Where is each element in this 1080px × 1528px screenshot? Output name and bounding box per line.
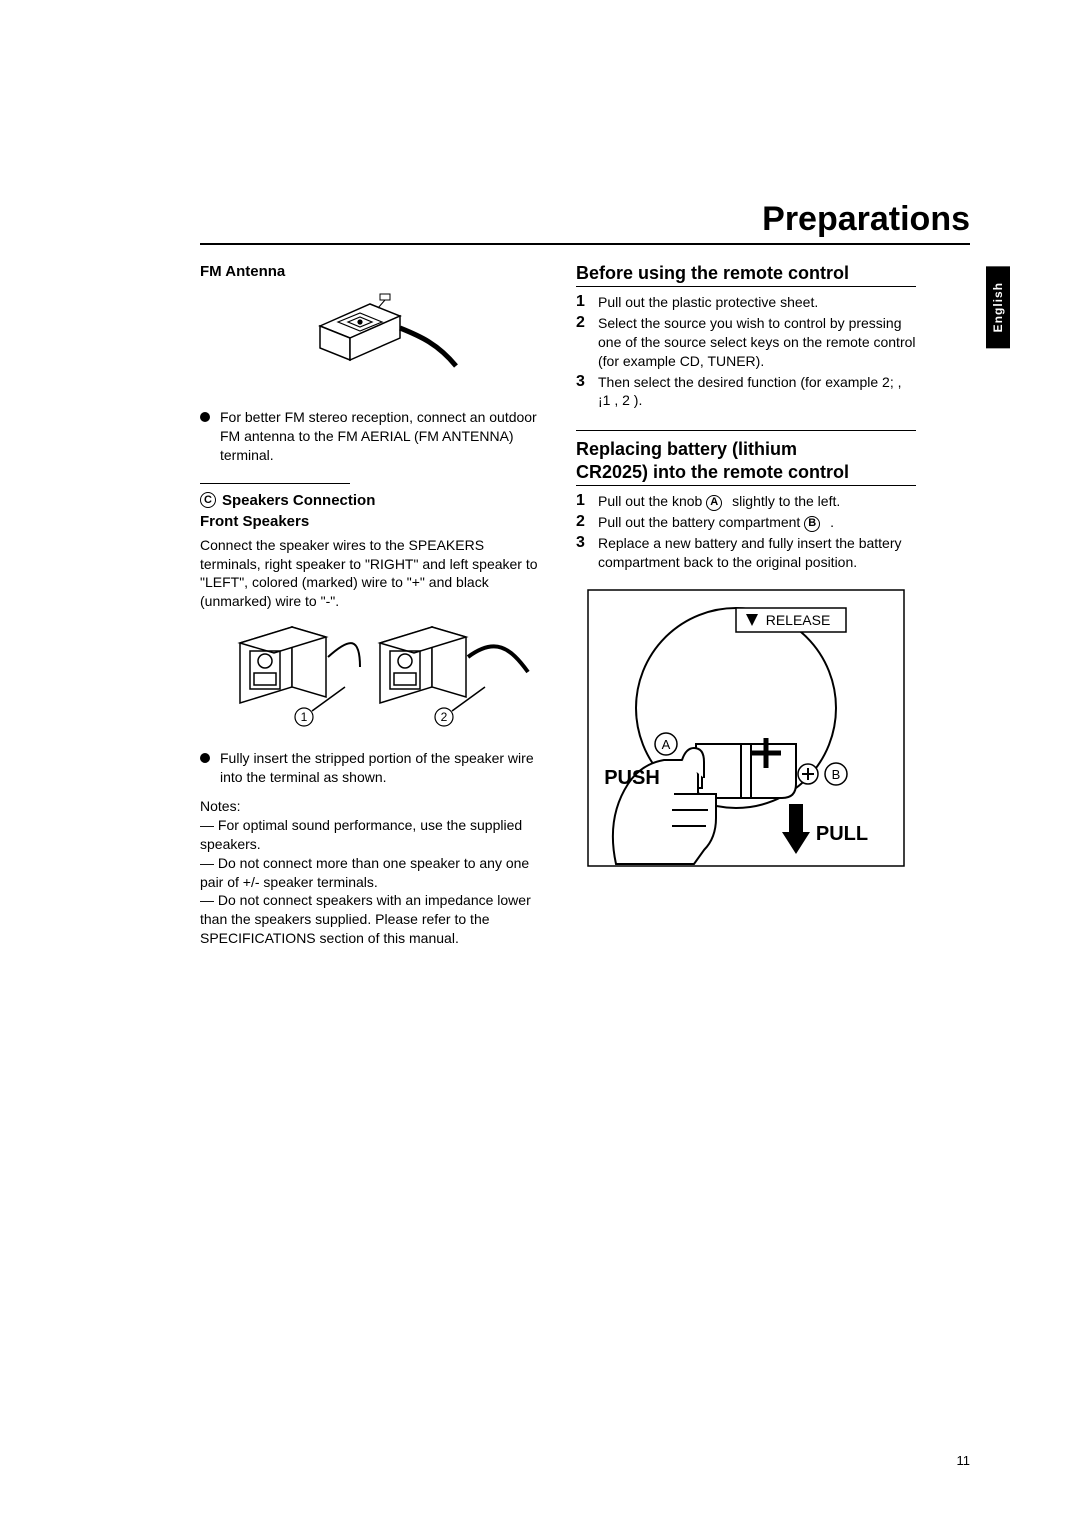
- remote-step-1: 1 Pull out the plastic protective sheet.: [576, 293, 916, 312]
- step-number: 1: [576, 492, 590, 511]
- fm-bullet-row: For better FM stereo reception, connect …: [200, 408, 540, 465]
- svg-text:1: 1: [301, 710, 308, 724]
- step-number: 1: [576, 293, 590, 312]
- remote-step-2: 2 Select the source you wish to control …: [576, 314, 916, 371]
- battery-diagram-icon: RELEASE: [586, 588, 906, 868]
- divider: [200, 483, 350, 484]
- page-title: Preparations: [200, 200, 970, 245]
- divider: [576, 430, 916, 431]
- step-text: Then select the desired function (for ex…: [598, 373, 916, 411]
- right-column: Before using the remote control 1 Pull o…: [576, 261, 916, 948]
- page: Preparations English FM Antenna: [0, 0, 1080, 1528]
- section-c-line: C Speakers Connection: [200, 492, 540, 509]
- fm-antenna-label: FM Antenna: [200, 263, 540, 280]
- step-number: 3: [576, 373, 590, 411]
- step-text: Pull out the battery compartment B .: [598, 513, 834, 532]
- battery-step-2: 2 Pull out the battery compartment B .: [576, 513, 916, 532]
- speakers-icon: 1 2: [210, 617, 530, 737]
- t-pre: Pull out the knob: [598, 493, 706, 509]
- circled-b-icon: B: [804, 516, 820, 532]
- circled-a-icon: A: [706, 495, 722, 511]
- pull-label: PULL: [816, 823, 868, 845]
- note-1: — For optimal sound performance, use the…: [200, 816, 540, 854]
- circled-c-icon: C: [200, 492, 216, 508]
- battery-heading-l1: Replacing battery (lithium: [576, 439, 916, 460]
- battery-step-3: 3 Replace a new battery and fully insert…: [576, 534, 916, 572]
- fm-antenna-figure: [200, 286, 540, 396]
- step-number: 2: [576, 314, 590, 371]
- t-pre: Pull out the battery compartment: [598, 514, 804, 530]
- page-number: 11: [957, 1453, 971, 1468]
- step-number: 2: [576, 513, 590, 532]
- left-column: FM Antenna: [200, 261, 540, 948]
- fm-bullet-text: For better FM stereo reception, connect …: [220, 408, 540, 465]
- speaker-bullet-row: Fully insert the stripped portion of the…: [200, 749, 540, 787]
- a-label: A: [662, 737, 671, 752]
- step-text: Pull out the plastic protective sheet.: [598, 293, 818, 312]
- fm-antenna-icon: [260, 286, 480, 396]
- columns: FM Antenna: [200, 261, 970, 948]
- bullet-icon: [200, 412, 210, 422]
- battery-heading-l2: CR2025) into the remote control: [576, 462, 916, 486]
- step-number: 3: [576, 534, 590, 572]
- b-label: B: [832, 767, 841, 782]
- t-post: .: [830, 514, 834, 530]
- speaker-bullet-text: Fully insert the stripped portion of the…: [220, 749, 540, 787]
- step-text: Pull out the knob A slightly to the left…: [598, 492, 840, 511]
- speakers-figure: 1 2: [200, 617, 540, 737]
- push-label: PUSH: [604, 767, 660, 789]
- release-label: RELEASE: [766, 612, 831, 628]
- t-post: slightly to the left.: [732, 493, 840, 509]
- battery-figure: RELEASE: [576, 588, 916, 868]
- front-speakers-label: Front Speakers: [200, 513, 540, 530]
- language-tab: English: [986, 266, 1010, 348]
- front-speakers-body: Connect the speaker wires to the SPEAKER…: [200, 536, 540, 612]
- notes-label: Notes:: [200, 797, 540, 816]
- svg-text:2: 2: [441, 710, 448, 724]
- section-c-title: Speakers Connection: [222, 492, 375, 509]
- battery-step-1: 1 Pull out the knob A slightly to the le…: [576, 492, 916, 511]
- step-text: Replace a new battery and fully insert t…: [598, 534, 916, 572]
- note-3: — Do not connect speakers with an impeda…: [200, 891, 540, 948]
- bullet-icon: [200, 753, 210, 763]
- step-text: Select the source you wish to control by…: [598, 314, 916, 371]
- remote-heading: Before using the remote control: [576, 263, 916, 287]
- remote-step-3: 3 Then select the desired function (for …: [576, 373, 916, 411]
- note-2: — Do not connect more than one speaker t…: [200, 854, 540, 892]
